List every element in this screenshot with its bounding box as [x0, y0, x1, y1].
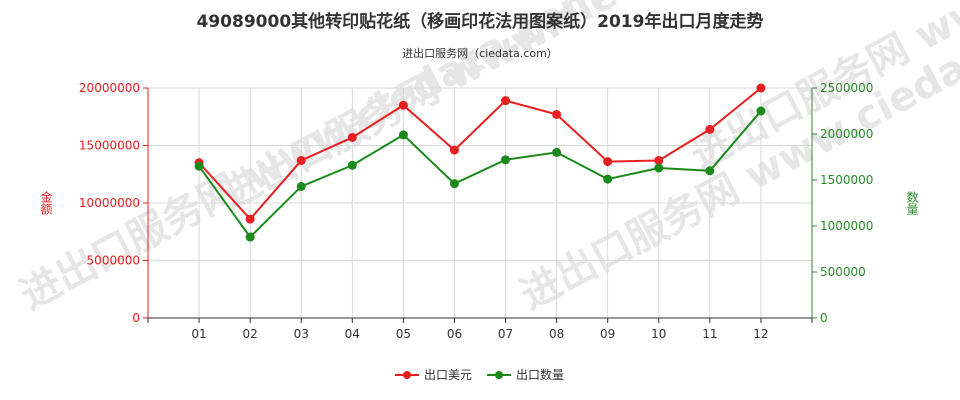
series-line-2: [198, 110, 762, 239]
left-tick-label: 10000000: [79, 196, 140, 210]
right-tick-label: 2500000: [820, 81, 873, 95]
series-layer: [194, 83, 766, 242]
right-axis-label: 数量: [905, 190, 919, 215]
x-tick-label: 11: [702, 327, 717, 341]
left-tick-label: 20000000: [79, 81, 140, 95]
x-tick-label: 01: [191, 327, 206, 341]
right-tick-label: 500000: [820, 265, 866, 279]
x-tick-label: 09: [600, 327, 615, 341]
x-tick-label: 07: [498, 327, 513, 341]
left-axis-label: 金额: [39, 190, 53, 216]
legend-item-1[interactable]: 出口美元: [395, 368, 472, 382]
legend-point-marker: [403, 371, 411, 379]
chart-title: 49089000其他转印贴花纸（移画印花法用图案纸）2019年出口月度走势: [197, 11, 764, 32]
left-tick-label: 15000000: [79, 139, 140, 153]
series-line-1: [198, 87, 762, 221]
x-tick-label: 05: [396, 327, 411, 341]
series-1-point[interactable]: [245, 214, 255, 224]
x-tick-label: 03: [294, 327, 309, 341]
series-1-point[interactable]: [603, 157, 613, 167]
series-2-point[interactable]: [449, 179, 459, 189]
series-1-point[interactable]: [449, 145, 459, 155]
x-tick-label: 08: [549, 327, 564, 341]
left-tick-label: 0: [132, 311, 140, 325]
right-axis-ticks: 0 500000 1000000 1500000 2000000 2500000: [812, 81, 873, 325]
series-1-point[interactable]: [296, 155, 306, 165]
x-tick-label: 04: [345, 327, 360, 341]
series-1-point[interactable]: [705, 124, 715, 134]
series-1-point[interactable]: [756, 83, 766, 93]
series-1-point[interactable]: [501, 96, 511, 106]
series-1-point[interactable]: [552, 109, 562, 119]
right-tick-label: 2000000: [820, 127, 873, 141]
series-2-point[interactable]: [194, 161, 204, 171]
series-1-point[interactable]: [347, 132, 357, 142]
legend-label: 出口数量: [516, 367, 564, 382]
series-2-point[interactable]: [245, 232, 255, 242]
left-axis-ticks: 0 5000000 10000000 15000000 20000000: [79, 81, 148, 325]
legend-item-2[interactable]: 出口数量: [487, 367, 564, 382]
right-tick-label: 1500000: [820, 173, 873, 187]
x-tick-label: 02: [243, 327, 258, 341]
x-tick-label: 06: [447, 327, 462, 341]
legend[interactable]: 出口美元 出口数量: [395, 367, 564, 382]
right-tick-label: 1000000: [820, 219, 873, 233]
series-2-point[interactable]: [347, 160, 357, 170]
series-2-point[interactable]: [654, 163, 664, 173]
series-2-point[interactable]: [756, 106, 766, 116]
x-tick-label: 10: [651, 327, 666, 341]
legend-label: 出口美元: [424, 368, 472, 382]
right-tick-label: 0: [820, 311, 828, 325]
series-2-point[interactable]: [501, 155, 511, 165]
series-1-point[interactable]: [398, 100, 408, 110]
legend-point-marker: [495, 371, 503, 379]
x-axis-ticks: 01 02 03 04 05 06 07 08 09 10 11 12: [147, 318, 813, 341]
x-tick-label: 12: [753, 327, 768, 341]
series-2-point[interactable]: [296, 181, 306, 191]
series-2-point[interactable]: [705, 166, 715, 176]
series-2-point[interactable]: [552, 147, 562, 157]
series-2-point[interactable]: [603, 174, 613, 184]
series-2-point[interactable]: [398, 130, 408, 140]
chart-subtitle: 进出口服务网（ciedata.com）: [402, 46, 558, 60]
left-tick-label: 5000000: [87, 254, 140, 268]
series-1-point[interactable]: [654, 155, 664, 165]
